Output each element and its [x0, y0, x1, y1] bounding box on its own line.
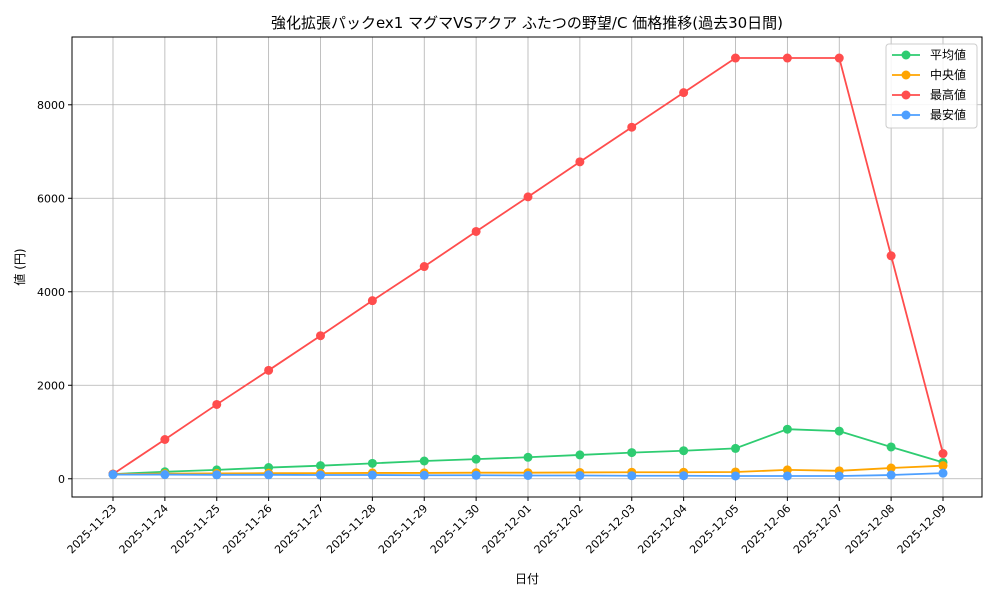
data-point	[938, 449, 948, 459]
data-point	[523, 192, 533, 202]
data-point	[886, 442, 896, 452]
y-tick-label: 4000	[37, 286, 65, 299]
series-layer	[108, 53, 948, 481]
x-tick-label: 2025-12-01	[480, 502, 534, 556]
series-3	[108, 468, 948, 481]
data-point	[367, 458, 377, 468]
data-point	[523, 470, 533, 480]
data-point	[886, 463, 896, 473]
data-point	[575, 450, 585, 460]
data-point	[160, 435, 170, 444]
data-point	[627, 448, 637, 458]
x-tick-label: 2025-11-29	[376, 502, 430, 556]
data-point	[471, 226, 481, 236]
chart-title: 強化拡張パックex1 マグマVSアクア ふたつの野望/C 価格推移(過去30日間…	[271, 14, 783, 32]
legend-label: 中央値	[930, 67, 966, 82]
x-tick-label: 2025-12-02	[532, 502, 586, 556]
grid	[72, 37, 982, 497]
data-point	[782, 424, 792, 434]
x-tick-label: 2025-12-06	[739, 502, 793, 556]
legend-marker	[901, 70, 911, 80]
x-tick-label: 2025-11-25	[168, 502, 222, 556]
y-tick-label: 0	[58, 473, 65, 486]
data-point	[886, 470, 896, 480]
data-point	[834, 471, 844, 481]
x-tick-label: 2025-12-03	[583, 502, 637, 556]
data-point	[264, 365, 274, 375]
data-point	[679, 471, 689, 481]
data-point	[419, 262, 429, 272]
data-point	[782, 53, 792, 63]
data-point	[731, 471, 740, 481]
legend-marker	[901, 50, 911, 60]
data-point	[367, 470, 377, 480]
data-point	[419, 470, 429, 480]
x-axis-label: 日付	[515, 572, 539, 586]
data-point	[367, 296, 377, 306]
legend-marker	[901, 110, 911, 120]
series-2	[108, 53, 948, 479]
data-point	[471, 470, 481, 480]
data-point	[679, 88, 689, 98]
x-tick-label: 2025-12-05	[687, 502, 741, 556]
y-tick-label: 6000	[37, 192, 65, 205]
data-point	[834, 53, 844, 63]
legend-label: 最安値	[930, 107, 966, 122]
y-axis-label: 値 (円)	[12, 248, 27, 285]
legend-box	[885, 43, 978, 129]
data-point	[938, 468, 948, 478]
data-point	[419, 456, 429, 466]
x-tick-label: 2025-11-23	[65, 502, 119, 556]
data-point	[938, 461, 948, 471]
data-point	[575, 470, 585, 480]
x-tick-label: 2025-11-27	[272, 502, 326, 556]
data-point	[627, 122, 637, 132]
data-point	[108, 470, 118, 480]
data-point	[627, 471, 637, 481]
data-point	[212, 470, 222, 480]
y-tick-label: 8000	[37, 99, 65, 112]
data-point	[523, 452, 533, 462]
x-tick-label: 2025-11-26	[220, 502, 274, 556]
data-point	[316, 331, 325, 341]
data-point	[834, 426, 844, 436]
x-tick-label: 2025-12-08	[843, 502, 897, 556]
y-tick-label: 2000	[37, 379, 65, 392]
data-point	[575, 157, 585, 167]
data-point	[731, 443, 740, 453]
legend-marker	[901, 90, 911, 100]
data-point	[471, 454, 481, 464]
data-point	[886, 251, 896, 261]
x-tick-label: 2025-11-30	[428, 502, 482, 556]
data-point	[782, 471, 792, 481]
data-point	[316, 461, 325, 471]
data-point	[679, 446, 689, 456]
legend-label: 平均値	[930, 47, 966, 62]
data-point	[731, 53, 740, 63]
ticks: 2025-11-232025-11-242025-11-252025-11-26…	[37, 99, 949, 557]
data-point	[212, 399, 222, 409]
x-tick-label: 2025-11-28	[324, 502, 378, 556]
x-tick-label: 2025-11-24	[117, 502, 171, 556]
plot-frame	[71, 36, 983, 498]
x-tick-label: 2025-12-07	[791, 502, 845, 556]
x-tick-label: 2025-12-09	[895, 502, 949, 556]
legend-label: 最高値	[930, 87, 966, 102]
data-point	[316, 470, 325, 480]
x-tick-label: 2025-12-04	[635, 502, 689, 556]
data-point	[264, 470, 274, 480]
data-point	[160, 470, 170, 480]
